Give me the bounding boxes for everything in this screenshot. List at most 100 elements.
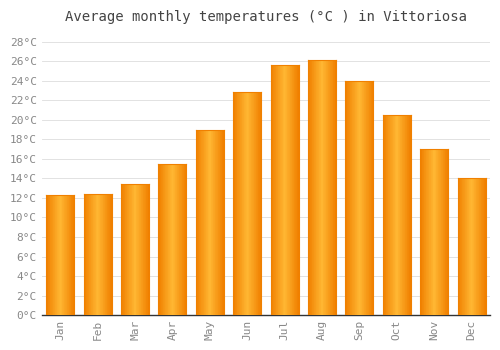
Bar [71,195,72,315]
Bar [367,81,368,315]
Bar [90,194,92,315]
Bar [358,81,360,315]
Bar [46,195,47,315]
Bar [389,115,390,315]
Bar [278,65,279,315]
Bar [221,130,222,315]
Bar [215,130,216,315]
Bar [421,149,422,315]
Bar [185,164,186,315]
Bar [209,130,210,315]
Bar [104,194,106,315]
Bar [372,81,374,315]
Bar [311,60,312,315]
Bar [159,164,160,315]
Bar [324,60,325,315]
Bar [308,60,310,315]
Bar [220,130,221,315]
Bar [108,194,109,315]
Bar [61,195,62,315]
Bar [124,184,125,315]
Bar [426,149,427,315]
Bar [332,60,333,315]
Bar [440,149,441,315]
Bar [137,184,138,315]
Bar [198,130,200,315]
Bar [388,115,389,315]
Bar [270,65,272,315]
Bar [63,195,64,315]
Bar [145,184,146,315]
Bar [84,194,85,315]
Bar [348,81,349,315]
Bar [176,164,178,315]
Bar [326,60,327,315]
Bar [244,92,245,315]
Bar [60,195,61,315]
Bar [346,81,347,315]
Bar [283,65,284,315]
Bar [167,164,168,315]
Bar [243,92,244,315]
Bar [100,194,101,315]
Bar [129,184,130,315]
Bar [276,65,277,315]
Bar [292,65,293,315]
Bar [281,65,282,315]
Bar [258,92,259,315]
Bar [148,184,149,315]
Bar [399,115,400,315]
Bar [290,65,291,315]
Bar [255,92,256,315]
Bar [464,178,466,315]
Bar [458,178,459,315]
Bar [138,184,140,315]
Bar [56,195,57,315]
Bar [223,130,224,315]
Bar [363,81,364,315]
Bar [401,115,402,315]
Bar [130,184,131,315]
Bar [437,149,438,315]
Bar [483,178,484,315]
Bar [288,65,289,315]
Bar [94,194,95,315]
Bar [70,195,71,315]
Bar [474,178,475,315]
Bar [354,81,355,315]
Bar [402,115,403,315]
Bar [391,115,392,315]
Bar [468,178,469,315]
Bar [207,130,208,315]
Bar [241,92,242,315]
Bar [166,164,167,315]
Bar [234,92,236,315]
Bar [352,81,353,315]
Bar [384,115,385,315]
Bar [62,195,63,315]
Bar [260,92,262,315]
Bar [364,81,365,315]
Bar [247,92,248,315]
Bar [361,81,362,315]
Bar [369,81,370,315]
Bar [170,164,171,315]
Bar [206,130,207,315]
Bar [144,184,145,315]
Bar [446,149,447,315]
Bar [420,149,421,315]
Bar [158,164,159,315]
Bar [362,81,363,315]
Bar [168,164,169,315]
Bar [131,184,132,315]
Bar [427,149,428,315]
Bar [272,65,274,315]
Bar [246,92,247,315]
Bar [284,65,286,315]
Bar [66,195,68,315]
Bar [279,65,280,315]
Bar [394,115,396,315]
Bar [236,92,238,315]
Bar [219,130,220,315]
Bar [179,164,180,315]
